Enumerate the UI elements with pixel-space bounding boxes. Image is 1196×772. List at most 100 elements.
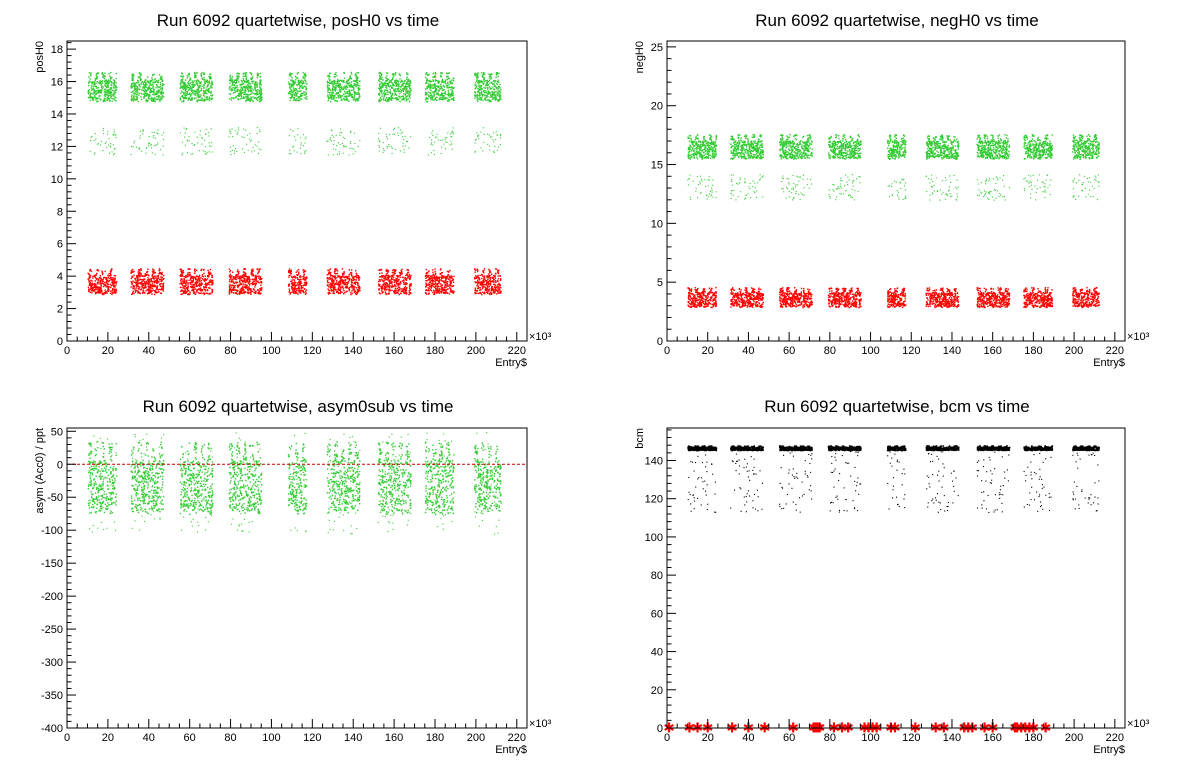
data-point — [246, 80, 248, 82]
data-point — [395, 82, 397, 84]
data-point — [357, 146, 359, 148]
data-point — [110, 80, 112, 83]
data-point — [484, 97, 487, 99]
data-point — [151, 100, 153, 102]
data-point — [256, 85, 259, 88]
data-point — [186, 92, 188, 94]
data-point — [399, 100, 401, 103]
data-point — [152, 93, 154, 96]
data-point — [203, 79, 205, 81]
data-point — [115, 134, 117, 136]
data-point — [296, 276, 298, 279]
data-point — [245, 93, 247, 95]
data-point — [134, 291, 137, 293]
data-point — [104, 291, 106, 294]
data-point — [231, 79, 233, 81]
data-point — [401, 89, 403, 92]
data-point — [89, 99, 92, 102]
data-point — [96, 100, 99, 103]
data-point — [345, 96, 348, 98]
data-point — [97, 92, 100, 94]
data-point — [488, 73, 490, 75]
data-point — [146, 76, 149, 78]
data-point — [90, 92, 92, 95]
data-point — [188, 279, 190, 281]
data-point — [162, 290, 165, 292]
data-point — [148, 136, 150, 138]
data-point — [146, 81, 149, 83]
data-point — [161, 134, 163, 136]
data-point — [147, 143, 150, 145]
data-point — [189, 78, 191, 80]
data-point — [87, 92, 90, 94]
data-point — [237, 72, 240, 75]
data-point — [206, 275, 209, 278]
data-point — [500, 95, 502, 97]
data-point — [156, 133, 159, 135]
data-point — [331, 82, 334, 85]
data-point — [426, 100, 429, 103]
data-point — [383, 96, 385, 99]
data-point — [99, 280, 101, 283]
data-point — [337, 92, 339, 95]
data-point — [254, 291, 257, 293]
data-point — [228, 79, 231, 82]
data-point — [140, 73, 142, 75]
data-point — [289, 87, 291, 89]
data-point — [290, 276, 293, 278]
data-point — [96, 268, 99, 271]
data-point — [496, 134, 498, 136]
data-point — [180, 86, 182, 88]
data-point — [409, 90, 412, 92]
data-point — [248, 286, 250, 288]
data-point — [138, 83, 141, 86]
data-point — [386, 91, 389, 93]
data-point — [354, 91, 356, 93]
data-point — [232, 97, 235, 100]
data-point — [301, 94, 304, 97]
data-point — [378, 132, 380, 134]
data-point — [202, 94, 205, 97]
data-point — [232, 89, 234, 91]
data-point — [407, 73, 409, 75]
data-point — [440, 152, 442, 155]
data-point — [163, 274, 165, 277]
data-point — [427, 86, 429, 88]
data-point — [133, 292, 135, 295]
data-point — [184, 95, 186, 97]
data-point — [131, 76, 133, 78]
data-point — [300, 85, 303, 87]
data-point — [242, 77, 244, 80]
data-point — [95, 87, 98, 89]
data-point — [349, 76, 352, 79]
data-point — [182, 92, 185, 95]
data-point — [495, 72, 498, 74]
data-point — [101, 272, 103, 274]
data-point — [299, 84, 301, 87]
data-point — [97, 87, 100, 89]
data-point — [245, 81, 247, 84]
data-point — [345, 95, 348, 97]
data-point — [159, 285, 162, 287]
data-point — [482, 73, 485, 76]
data-point — [491, 81, 493, 84]
data-point — [447, 97, 449, 99]
data-point — [237, 273, 240, 275]
data-point — [88, 289, 90, 291]
data-point — [234, 86, 236, 88]
data-point — [380, 87, 382, 90]
data-point — [244, 91, 246, 93]
data-point — [208, 81, 210, 84]
data-point — [113, 81, 116, 84]
data-point — [477, 87, 479, 90]
data-point — [407, 82, 410, 85]
data-point — [497, 146, 500, 148]
data-point — [154, 291, 156, 294]
data-point — [335, 281, 338, 283]
data-point — [139, 79, 142, 82]
data-point — [427, 98, 429, 100]
data-point — [228, 268, 231, 270]
data-point — [385, 96, 388, 99]
data-point — [303, 92, 305, 94]
data-point — [203, 72, 205, 74]
